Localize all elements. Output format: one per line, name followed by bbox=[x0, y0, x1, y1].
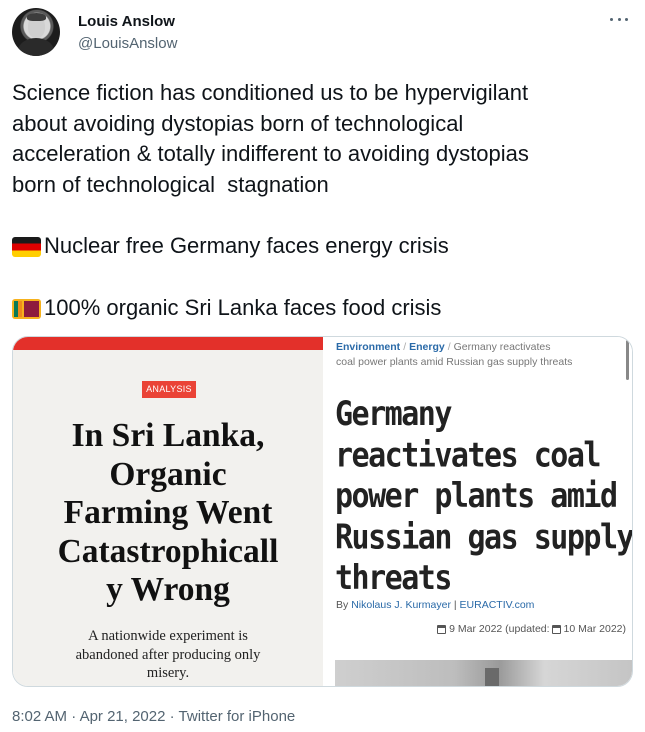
sri-lanka-flag-icon bbox=[12, 298, 41, 319]
right-headline-line: Russian gas supply bbox=[335, 517, 633, 557]
byline-outlet: EURACTIV.com bbox=[459, 599, 535, 611]
byline-prefix: By bbox=[336, 599, 349, 611]
left-subheadline: A nationwide experiment is abandoned aft… bbox=[13, 627, 323, 683]
right-headline-line: threats bbox=[335, 558, 452, 598]
left-headline-line: Organic bbox=[109, 455, 227, 493]
left-sub-line: abandoned after producing only bbox=[75, 646, 261, 663]
srilanka-line-text: 100% organic Sri Lanka faces food crisis bbox=[44, 294, 442, 320]
tweet-text: Science fiction has conditioned us to be… bbox=[12, 78, 632, 323]
breadcrumb-current-cont: coal power plants amid Russian gas suppl… bbox=[336, 356, 573, 368]
germany-line: Nuclear free Germany faces energy crisis bbox=[12, 231, 632, 262]
left-sub-line: A nationwide experiment is bbox=[88, 628, 248, 644]
more-options-icon[interactable] bbox=[607, 10, 631, 28]
tweet-header: Louis Anslow @LouisAnslow bbox=[12, 8, 633, 64]
tweet-line: about avoiding dystopias born of technol… bbox=[12, 110, 464, 136]
chimney-shape bbox=[485, 668, 499, 686]
right-headline: Germany reactivates coal power plants am… bbox=[335, 395, 633, 599]
article-photo bbox=[335, 660, 632, 686]
right-headline-line: Germany bbox=[335, 395, 452, 435]
left-headline-line: Catastrophicall bbox=[57, 532, 279, 570]
author-display-name[interactable]: Louis Anslow bbox=[78, 13, 175, 30]
more-dot bbox=[617, 17, 621, 21]
tweet-line: Science fiction has conditioned us to be… bbox=[12, 80, 529, 105]
breadcrumb: Environment / Energy / Germany reactivates c… bbox=[336, 341, 573, 368]
germany-flag-icon bbox=[12, 237, 41, 258]
left-headline-line: In Sri Lanka, bbox=[71, 417, 265, 454]
more-dot bbox=[610, 17, 613, 21]
tweet-meta: 8:02 AM · Apr 21, 2022 · Twitter for iPh… bbox=[12, 708, 295, 725]
byline: By Nikolaus J. Kurmayer | EURACTIV.com bbox=[336, 599, 534, 611]
meta-separator: · bbox=[169, 708, 175, 725]
media-divider bbox=[323, 337, 325, 686]
author-avatar[interactable] bbox=[12, 8, 60, 56]
breadcrumb-current: Germany reactivates bbox=[453, 341, 551, 353]
germany-line-text: Nuclear free Germany faces energy crisis bbox=[44, 233, 449, 258]
published-date: 9 Mar 2022 (updated: bbox=[449, 623, 550, 635]
avatar-hair bbox=[27, 13, 46, 21]
accent-bar bbox=[13, 337, 323, 350]
breadcrumb-energy: Energy bbox=[409, 341, 445, 353]
article-dates: 9 Mar 2022 (updated: 10 Mar 2022) bbox=[437, 623, 626, 635]
media-image-right[interactable]: Environment / Energy / Germany reactivates c… bbox=[325, 337, 633, 686]
left-headline-line: y Wrong bbox=[106, 571, 230, 608]
tweet-line: born of technological stagnation bbox=[12, 171, 329, 197]
left-headline-line: Farming Went bbox=[63, 494, 273, 531]
byline-author: Nikolaus J. Kurmayer bbox=[351, 599, 451, 611]
calendar-icon bbox=[437, 624, 447, 634]
analysis-badge: ANALYSIS bbox=[142, 381, 196, 398]
avatar-shoulders bbox=[18, 38, 54, 56]
left-sub-line: misery. bbox=[146, 665, 190, 681]
right-headline-line: power plants amid bbox=[335, 476, 618, 516]
meta-separator: · bbox=[71, 708, 77, 725]
author-handle[interactable]: @LouisAnslow bbox=[78, 35, 178, 52]
byline-separator: | bbox=[453, 599, 457, 611]
tweet-media[interactable]: ANALYSIS In Sri Lanka, Organic Farming W… bbox=[12, 336, 633, 687]
calendar-icon bbox=[551, 624, 561, 634]
tweet-date[interactable]: Apr 21, 2022 bbox=[79, 708, 166, 725]
media-image-left[interactable]: ANALYSIS In Sri Lanka, Organic Farming W… bbox=[13, 337, 323, 686]
right-headline-line: reactivates coal bbox=[335, 435, 601, 476]
scrollbar-thumb bbox=[626, 340, 629, 380]
tweet-time[interactable]: 8:02 AM bbox=[12, 708, 68, 725]
avatar-face bbox=[28, 16, 45, 38]
breadcrumb-environment: Environment bbox=[336, 341, 401, 353]
updated-date: 10 Mar 2022) bbox=[563, 623, 626, 635]
srilanka-line: 100% organic Sri Lanka faces food crisis bbox=[12, 293, 632, 324]
tweet-source[interactable]: Twitter for iPhone bbox=[178, 708, 296, 725]
left-headline: In Sri Lanka, Organic Farming Went Catas… bbox=[13, 417, 323, 610]
more-dot bbox=[625, 17, 628, 21]
tweet-line: acceleration & totally indifferent to av… bbox=[12, 141, 529, 166]
